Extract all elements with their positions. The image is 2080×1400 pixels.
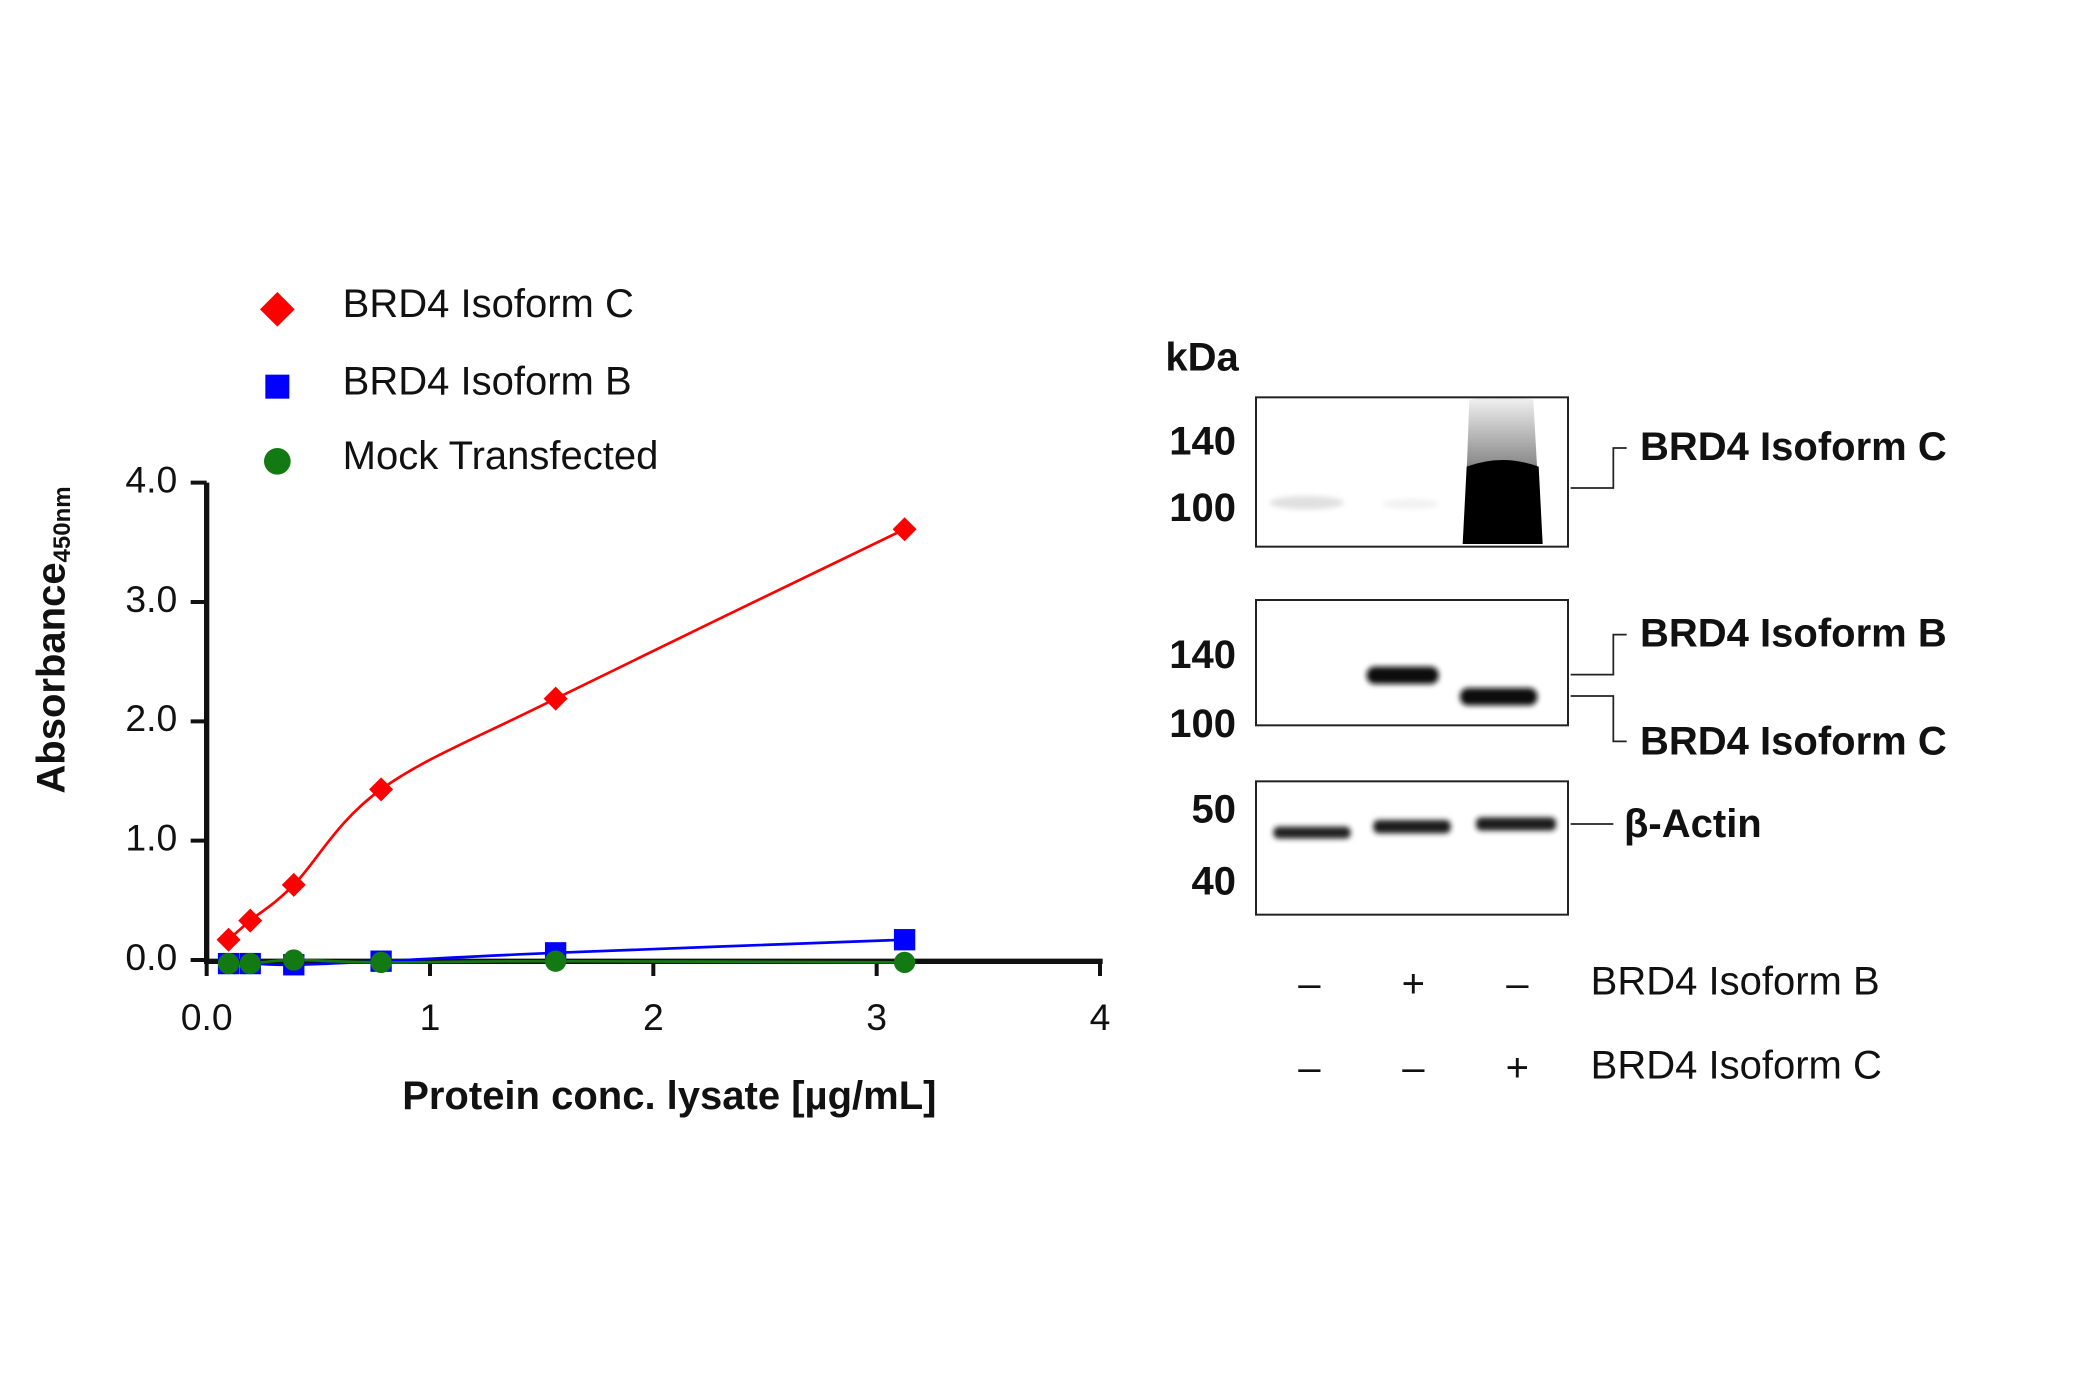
- x-tick-label: 2: [643, 996, 664, 1038]
- band: [1269, 496, 1344, 510]
- y-axis-label-main: Absorbance: [29, 562, 73, 793]
- band: [1366, 666, 1439, 684]
- band: [1462, 460, 1543, 544]
- y-axis-label-sub: 450nm: [49, 486, 76, 562]
- lane-sign: +: [1506, 1046, 1529, 1090]
- band-label: β-Actin: [1624, 802, 1762, 846]
- marker-label: 140: [1169, 420, 1236, 464]
- band: [1273, 826, 1351, 839]
- lane-sign: –: [1402, 1046, 1425, 1090]
- x-tick-label: 4: [1090, 996, 1111, 1038]
- band: [1373, 820, 1451, 834]
- band-label: BRD4 Isoform C: [1640, 425, 1947, 469]
- lane-sign: +: [1402, 962, 1425, 1006]
- lane-sign: –: [1506, 962, 1529, 1006]
- legend-label: Mock Transfected: [343, 434, 659, 478]
- data-point: [892, 517, 917, 542]
- band: [1381, 498, 1440, 510]
- condition-label: BRD4 Isoform B: [1591, 960, 1880, 1004]
- fit-line: [227, 528, 906, 941]
- band-label: BRD4 Isoform B: [1640, 612, 1947, 656]
- legend-marker: [264, 448, 291, 475]
- y-tick-label: 3.0: [125, 578, 177, 620]
- x-tick-label: 0.0: [181, 996, 233, 1038]
- legend-label: BRD4 Isoform C: [343, 282, 634, 326]
- data-point: [369, 777, 394, 802]
- data-point: [238, 908, 263, 933]
- connector: [1570, 633, 1627, 676]
- data-point: [239, 952, 261, 975]
- data-point: [893, 929, 916, 951]
- band-label: BRD4 Isoform C: [1640, 720, 1947, 764]
- y-tick-label: 1.0: [125, 817, 177, 859]
- x-tick-label: 3: [866, 996, 887, 1038]
- data-point: [216, 927, 241, 952]
- data-point: [543, 686, 568, 711]
- y-tick-label: 0.0: [125, 936, 177, 978]
- lane-sign: –: [1298, 962, 1321, 1006]
- unit-label: kDa: [1165, 336, 1239, 380]
- x-tick-label: 1: [420, 996, 441, 1038]
- y-axis-label: Absorbance450nm: [29, 486, 76, 793]
- marker-label: 100: [1169, 702, 1236, 746]
- band: [1460, 688, 1538, 706]
- conditions: – + – BRD4 Isoform B – – + BRD4 Isoform C: [1298, 960, 1882, 1091]
- data-point: [283, 949, 305, 971]
- legend-marker: [260, 292, 295, 327]
- x-axis-label: Protein conc. lysate [µg/mL]: [402, 1074, 936, 1118]
- legend-marker: [265, 374, 290, 399]
- legend-label: BRD4 Isoform B: [343, 360, 632, 404]
- y-tick-label: 4.0: [125, 459, 177, 501]
- data-point: [281, 872, 306, 897]
- band: [1476, 817, 1556, 831]
- data-point: [544, 950, 567, 972]
- y-tick-label: 2.0: [125, 697, 177, 739]
- lane-sign: –: [1298, 1046, 1321, 1090]
- marker-label: 40: [1192, 860, 1237, 904]
- data-point: [370, 951, 392, 974]
- blot-panel: [1255, 780, 1569, 916]
- elisa-chart: 0.0 1.0 2.0 3.0 4.0 0.0 1 2 3 4 Protein conc. lysa…: [29, 282, 1110, 1118]
- data-point: [217, 952, 240, 975]
- blot-panel: [1255, 599, 1569, 727]
- marker-label: 100: [1169, 486, 1236, 530]
- marker-label: 140: [1169, 633, 1236, 677]
- connector: [1570, 695, 1627, 743]
- marker-label: 50: [1192, 788, 1237, 832]
- western-blot: kDa 140 100 140 100 50 40 BRD4 Isoform C…: [1165, 336, 1946, 1091]
- data-point: [893, 951, 916, 974]
- connector: [1570, 447, 1627, 489]
- condition-label: BRD4 Isoform C: [1591, 1044, 1882, 1088]
